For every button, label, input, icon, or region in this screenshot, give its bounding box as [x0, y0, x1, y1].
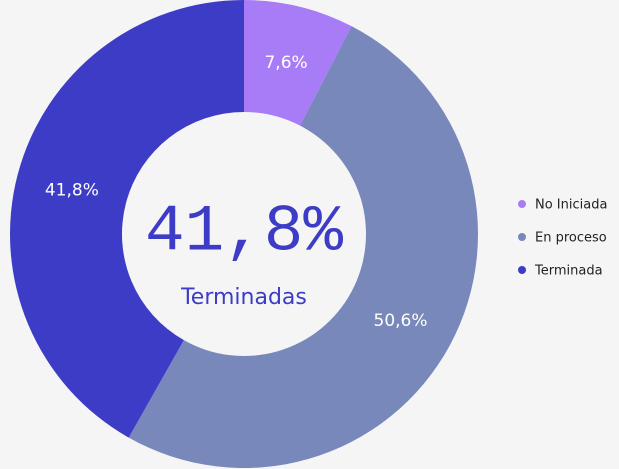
slice-label: 50,6%	[374, 311, 428, 331]
legend-label: Terminada	[534, 264, 603, 279]
donut-slice	[128, 26, 478, 468]
center-caption: Terminadas	[180, 285, 307, 310]
legend-label: No Iniciada	[535, 198, 607, 213]
legend-marker	[518, 233, 526, 241]
legend-marker	[518, 200, 526, 208]
slice-label: 7,6%	[264, 53, 307, 73]
donut-slice	[244, 0, 352, 126]
slice-label: 41,8%	[45, 181, 99, 201]
center-value: 41,8%	[145, 194, 343, 269]
legend-label: En proceso	[535, 231, 607, 246]
legend-marker	[518, 266, 526, 274]
donut-slice	[9, 0, 244, 438]
